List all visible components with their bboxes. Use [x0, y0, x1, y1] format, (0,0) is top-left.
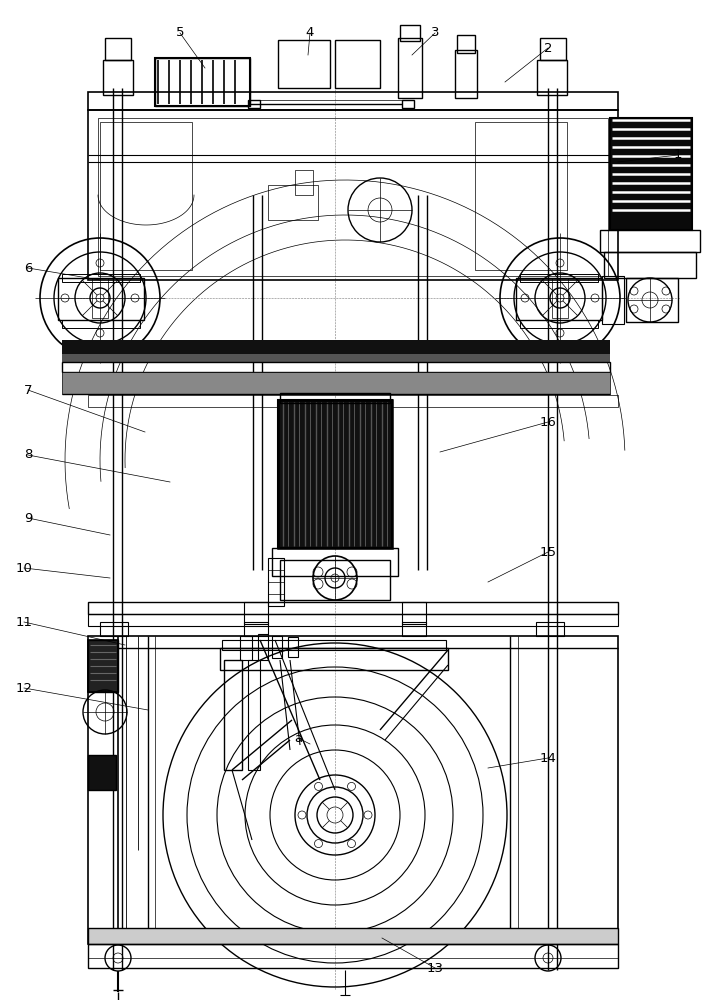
Text: 7: 7	[23, 383, 32, 396]
Text: 14: 14	[540, 752, 557, 764]
Bar	[402, 622, 426, 636]
Bar	[402, 100, 414, 108]
Text: 4: 4	[306, 26, 314, 39]
Text: 5: 5	[176, 26, 184, 39]
Bar	[335, 40, 380, 88]
Bar	[88, 640, 118, 692]
Text: 6: 6	[24, 261, 32, 274]
Bar	[258, 634, 268, 660]
Bar	[455, 50, 477, 98]
Bar	[268, 185, 318, 220]
Bar	[278, 400, 392, 548]
Bar	[88, 928, 618, 944]
Text: 8: 8	[24, 448, 32, 462]
Bar	[295, 170, 313, 195]
Bar	[88, 944, 618, 968]
Bar	[88, 92, 618, 110]
Bar	[98, 118, 608, 276]
Bar	[62, 274, 140, 282]
Bar	[92, 278, 108, 318]
Bar	[88, 395, 618, 407]
Bar	[400, 25, 420, 41]
Text: 3: 3	[431, 26, 440, 39]
Bar	[105, 38, 131, 60]
Bar	[58, 278, 144, 320]
Text: 13: 13	[427, 962, 444, 974]
Bar	[62, 372, 610, 394]
Bar	[155, 58, 250, 106]
Bar	[88, 602, 618, 614]
Bar	[62, 320, 140, 328]
Bar	[224, 660, 242, 770]
Bar	[272, 636, 282, 658]
Bar	[278, 400, 392, 548]
Bar	[552, 278, 568, 318]
Text: 12: 12	[16, 682, 33, 694]
Bar	[272, 548, 398, 576]
Bar	[626, 278, 678, 322]
Bar	[88, 755, 116, 790]
Bar	[62, 340, 610, 354]
Bar	[537, 60, 567, 95]
Text: 9: 9	[24, 512, 32, 524]
Text: 16: 16	[540, 416, 557, 428]
Bar	[244, 622, 268, 636]
Bar	[244, 602, 268, 624]
Bar	[610, 118, 692, 230]
Bar	[288, 637, 298, 657]
Bar	[280, 393, 390, 403]
Bar	[62, 362, 610, 372]
Text: 2: 2	[544, 41, 552, 54]
Text: 15: 15	[540, 546, 557, 558]
Bar	[248, 100, 260, 108]
Text: 11: 11	[16, 615, 33, 629]
Bar	[602, 276, 624, 324]
Bar	[248, 660, 260, 770]
Bar	[220, 648, 448, 670]
Bar	[600, 230, 700, 252]
Bar	[475, 122, 567, 270]
Bar	[100, 122, 192, 270]
Bar	[540, 38, 566, 60]
Text: 1: 1	[674, 148, 682, 161]
Bar	[516, 278, 602, 320]
Bar	[240, 636, 252, 660]
Bar	[103, 60, 133, 95]
Text: 10: 10	[16, 562, 33, 574]
Bar	[278, 40, 330, 88]
Bar	[520, 320, 598, 328]
Bar	[402, 602, 426, 624]
Text: a: a	[294, 732, 302, 744]
Bar	[398, 38, 422, 98]
Bar	[610, 118, 692, 230]
Bar	[88, 640, 118, 692]
Bar	[88, 636, 618, 944]
Bar	[88, 614, 618, 626]
Bar	[88, 110, 618, 280]
Bar	[457, 35, 475, 53]
Bar	[280, 560, 390, 600]
Bar	[100, 622, 128, 636]
Bar	[536, 622, 564, 636]
Bar	[222, 640, 446, 650]
Bar	[604, 252, 696, 278]
Bar	[268, 558, 284, 606]
Bar	[155, 58, 250, 106]
Bar	[62, 354, 610, 362]
Bar	[520, 274, 598, 282]
